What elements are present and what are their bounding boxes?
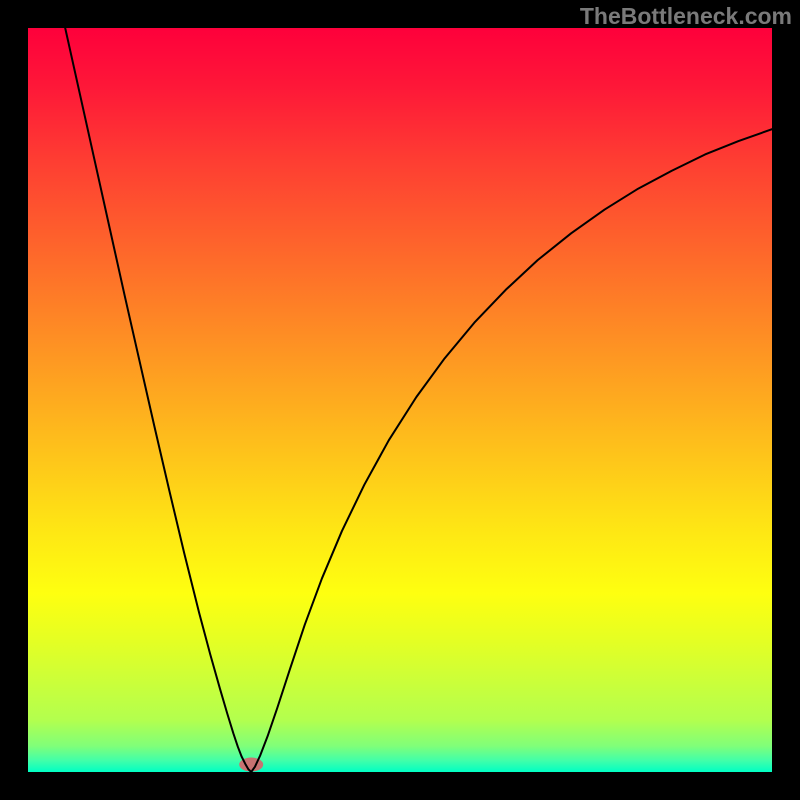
watermark-text: TheBottleneck.com: [580, 3, 792, 30]
plot-area: [28, 28, 772, 772]
chart-svg: [28, 28, 772, 772]
gradient-background: [28, 28, 772, 772]
chart-frame: TheBottleneck.com: [0, 0, 800, 800]
